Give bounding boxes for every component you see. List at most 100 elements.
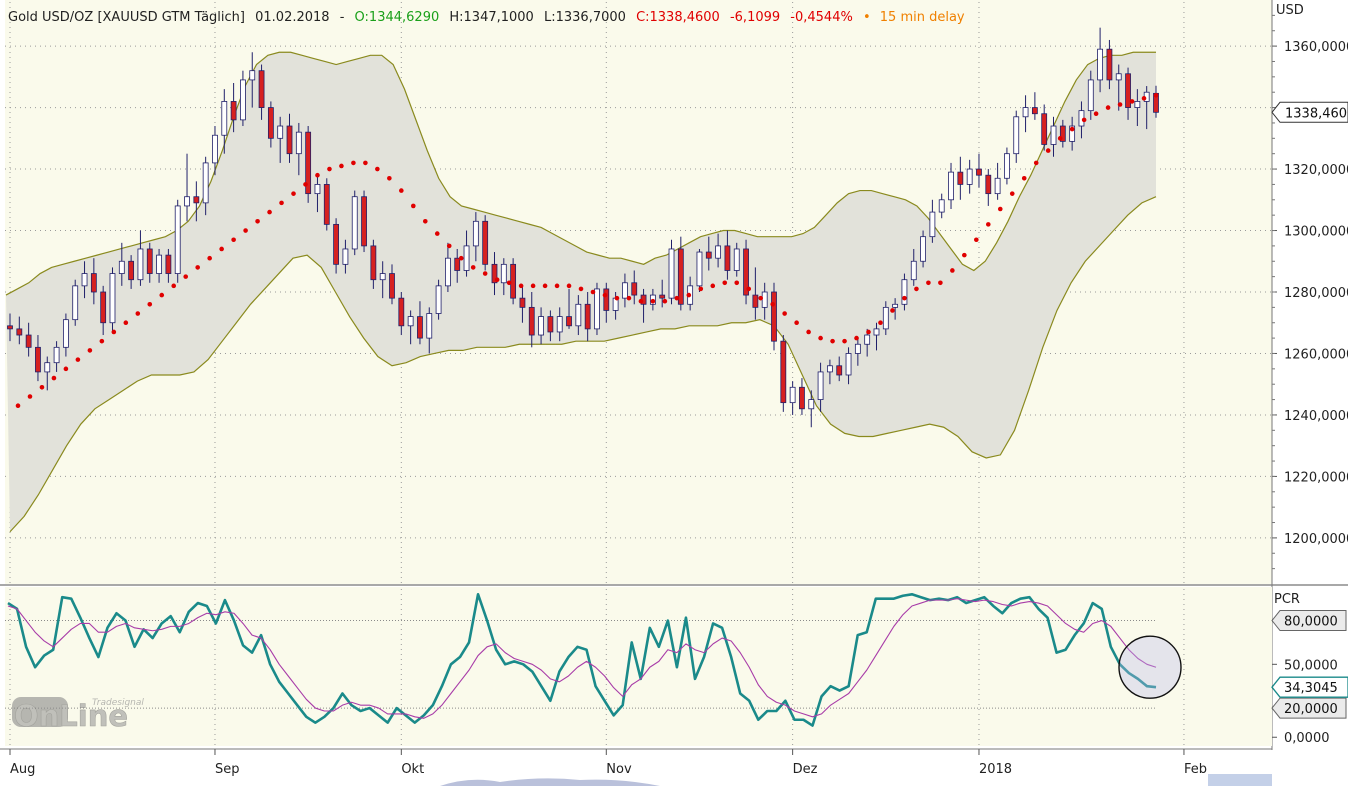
sar-dot <box>1117 102 1123 107</box>
month-label: Sep <box>215 762 240 777</box>
candle <box>314 175 321 213</box>
instrument-title: Gold USD/OZ [XAUUSD GTM Täglich] <box>8 10 245 25</box>
candle-body <box>240 79 246 121</box>
candle-body <box>584 303 591 330</box>
candle <box>426 307 433 354</box>
candle-body <box>323 184 330 225</box>
candle <box>1106 39 1113 90</box>
candle <box>342 239 349 274</box>
candle-body <box>184 196 190 207</box>
candle <box>631 270 638 305</box>
candle-body <box>389 273 395 299</box>
bollinger-lower-line <box>9 196 1157 533</box>
candle-body <box>118 260 125 274</box>
sar-dot <box>387 175 392 181</box>
sar-dot <box>99 338 105 344</box>
candle <box>892 298 899 320</box>
sar-dot <box>195 265 200 270</box>
candle <box>221 89 228 154</box>
sar-dot <box>1093 111 1099 117</box>
pcr-panel: PCR 0,0000 20,0000 50,0000 80,0000 34,3045 <box>5 587 1348 746</box>
watermark: OnLine Tradesignal <box>12 697 144 733</box>
sar-dot <box>363 160 368 166</box>
candle-body <box>957 171 964 185</box>
candle <box>538 307 544 345</box>
sar-dot <box>662 298 668 304</box>
candle <box>445 242 451 292</box>
candle <box>398 292 405 336</box>
sar-dot <box>1153 92 1159 98</box>
pcr-line <box>7 592 1157 727</box>
sar-dot <box>458 255 464 261</box>
candle-body <box>752 294 759 308</box>
candle-body <box>1031 107 1038 115</box>
sar-dot <box>722 280 728 286</box>
sar-dot <box>542 283 548 289</box>
sar-dot <box>710 283 716 289</box>
candle <box>81 261 88 299</box>
candle-body <box>128 260 135 281</box>
sar-dot <box>1069 126 1075 132</box>
sar-dot <box>950 268 955 273</box>
candle <box>1013 110 1020 163</box>
candle <box>128 255 135 289</box>
sar-dot <box>255 219 260 224</box>
candle-body <box>510 263 517 299</box>
price-header: Gold USD/OZ [XAUUSD GTM Täglich] 01.02.2… <box>8 10 965 25</box>
candle <box>146 242 153 283</box>
candle-body <box>212 134 218 164</box>
candle-body <box>622 282 628 299</box>
sar-dot <box>518 283 524 289</box>
candle <box>882 301 889 336</box>
price-tick-label: 1300,0000 <box>1284 225 1348 240</box>
candle-body <box>16 328 23 336</box>
candle-body <box>137 248 144 281</box>
pcr-tick-label: 0,0000 <box>1284 731 1330 746</box>
candle <box>976 153 982 188</box>
sar-dot <box>243 228 248 233</box>
sar-dot <box>51 375 57 381</box>
candle <box>948 162 954 210</box>
candle-body <box>221 101 228 136</box>
candle-body <box>202 162 209 204</box>
candle-body <box>892 303 899 308</box>
sar-dot <box>147 301 153 307</box>
candle <box>910 248 917 286</box>
candle-body <box>845 353 852 376</box>
candle-body <box>174 205 181 274</box>
pcr-tick-label: 80,0000 <box>1284 615 1338 630</box>
header-date: 01.02.2018 <box>255 10 329 25</box>
candle <box>808 390 815 428</box>
sar-dot <box>674 295 680 301</box>
candle <box>920 230 926 268</box>
time-axis: Aug Sep Okt Nov Dez 2018 Feb <box>0 748 1272 786</box>
pcr-level-tag <box>1271 697 1347 719</box>
candle <box>752 267 759 320</box>
candle-body <box>109 273 116 324</box>
sar-dot <box>315 172 320 178</box>
candle <box>510 258 517 305</box>
price-tick-label: 1200,0000 <box>1284 532 1348 547</box>
header-low: L:1336,7000 <box>544 10 626 25</box>
candle <box>249 52 256 108</box>
scroll-thumb <box>1208 774 1272 786</box>
sar-dot <box>1081 117 1087 123</box>
sar-dot <box>1009 191 1015 196</box>
header-dash: - <box>340 10 345 25</box>
candle <box>724 230 731 280</box>
candle-body <box>35 346 41 373</box>
sar-dot <box>303 182 308 187</box>
pcr-tick-label: 50,0000 <box>1284 658 1338 673</box>
pcr-last-value-label: 34,3045 <box>1284 681 1338 696</box>
sar-dot <box>1141 96 1147 101</box>
sar-dot <box>770 301 775 307</box>
candle-body <box>482 220 489 265</box>
sar-dot <box>614 295 620 301</box>
candle-body <box>90 273 97 293</box>
candle <box>705 236 712 271</box>
candle-body <box>1004 153 1010 179</box>
candle <box>1134 89 1141 127</box>
watermark-sub: Tradesignal <box>92 698 144 708</box>
candle <box>929 199 936 243</box>
candle-body <box>920 236 926 262</box>
